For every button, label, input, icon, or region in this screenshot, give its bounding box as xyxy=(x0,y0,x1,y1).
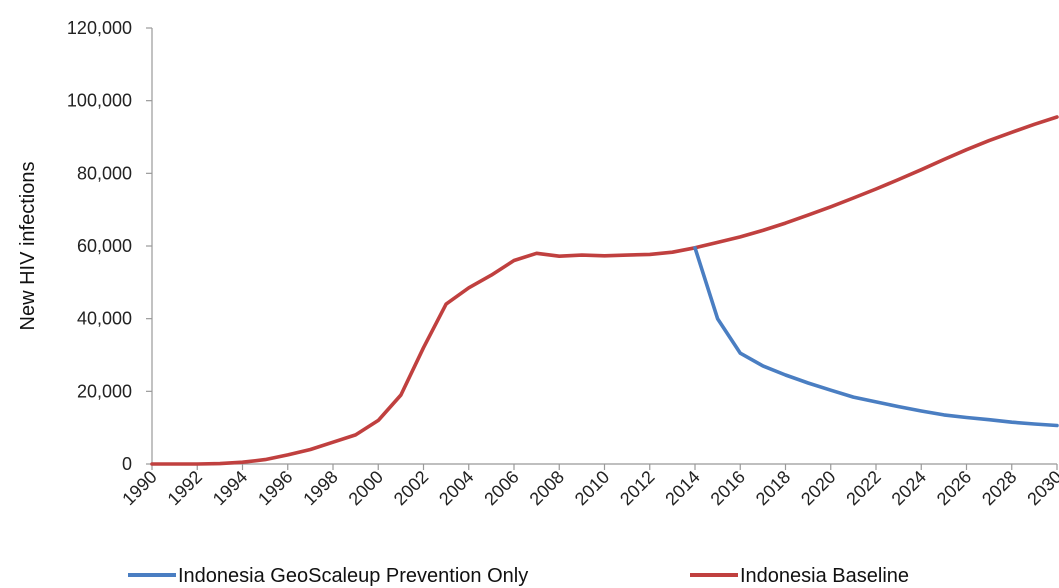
x-tick-label: 2014 xyxy=(661,467,703,509)
y-tick-label: 120,000 xyxy=(67,18,132,38)
y-tick-label: 80,000 xyxy=(77,163,132,183)
x-tick-label: 1994 xyxy=(209,467,251,509)
x-tick-label: 2008 xyxy=(526,467,568,509)
x-tick-label: 2020 xyxy=(797,467,839,509)
x-tick-label: 2006 xyxy=(480,467,522,509)
y-tick-label: 0 xyxy=(122,454,132,474)
x-tick-label: 1996 xyxy=(254,467,296,509)
y-tick-label: 100,000 xyxy=(67,91,132,111)
y-tick-label: 60,000 xyxy=(77,236,132,256)
x-ticks: 1990 1992 1994 1996 1998 2000 2002 2004 2006 2008… xyxy=(118,464,1059,509)
series-line-baseline xyxy=(150,115,1059,466)
legend-item-geoscaleup: Indonesia GeoScaleup Prevention Only xyxy=(128,565,528,587)
x-tick-label: 2030 xyxy=(1023,467,1059,509)
y-tick-label: 40,000 xyxy=(77,309,132,329)
y-axis-label: New HIV infections xyxy=(17,162,39,331)
legend-label-geoscaleup: Indonesia GeoScaleup Prevention Only xyxy=(178,565,528,587)
x-tick-label: 2010 xyxy=(571,467,613,509)
x-tick-label: 1992 xyxy=(164,467,206,509)
x-tick-label: 2022 xyxy=(842,467,884,509)
y-ticks: 0 20,000 40,000 60,000 80,000 100,000 120,000 xyxy=(67,18,152,474)
legend-label-baseline: Indonesia Baseline xyxy=(740,565,909,587)
series-line-geoscaleup xyxy=(693,246,1059,428)
axes xyxy=(151,28,1057,465)
legend-item-baseline: Indonesia Baseline xyxy=(690,565,909,587)
y-tick-label: 20,000 xyxy=(77,381,132,401)
x-tick-label: 1998 xyxy=(299,467,341,509)
x-tick-label: 2012 xyxy=(616,467,658,509)
series-layer xyxy=(150,115,1059,466)
x-tick-label: 2026 xyxy=(933,467,975,509)
x-tick-label: 2024 xyxy=(888,467,930,509)
x-tick-label: 2028 xyxy=(978,467,1020,509)
x-tick-label: 2002 xyxy=(390,467,432,509)
x-tick-label: 2004 xyxy=(435,467,477,509)
x-tick-label: 2018 xyxy=(752,467,794,509)
x-tick-label: 2000 xyxy=(345,467,387,509)
x-tick-label: 2016 xyxy=(707,467,749,509)
legend: Indonesia GeoScaleup Prevention Only Ind… xyxy=(128,565,909,587)
